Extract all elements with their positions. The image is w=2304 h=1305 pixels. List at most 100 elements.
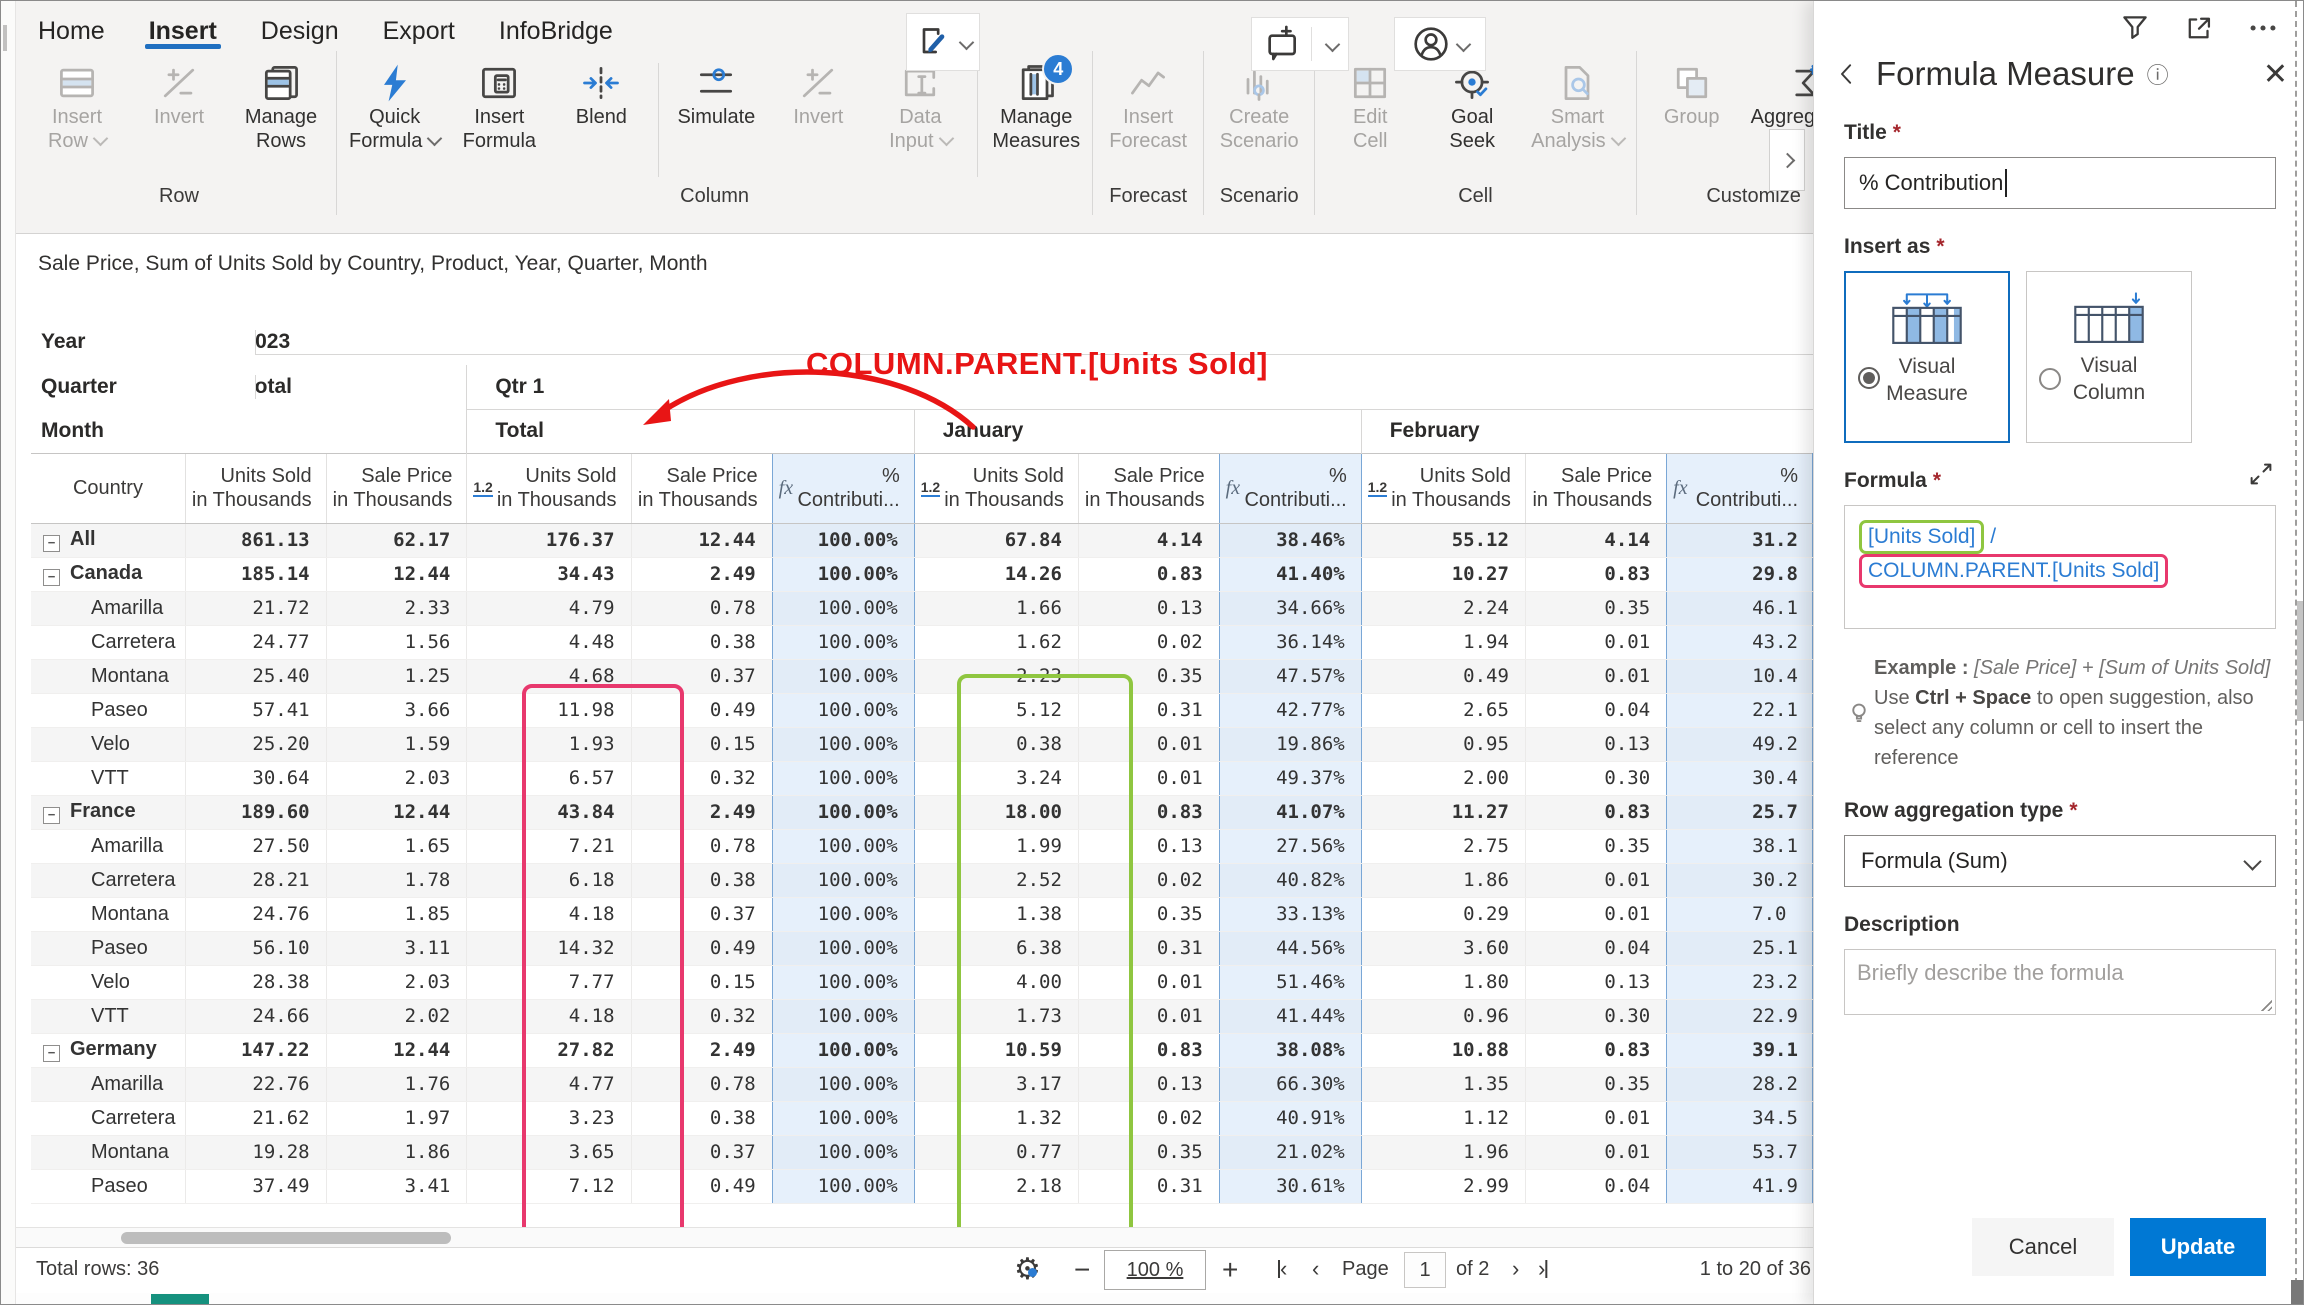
cell[interactable]: 19.28 — [184, 1135, 327, 1170]
cell[interactable]: 41.44% — [1218, 999, 1362, 1034]
cell[interactable]: 3.66 — [325, 693, 467, 728]
cell[interactable]: 0.96 — [1360, 999, 1526, 1034]
cell[interactable]: 1.86 — [1360, 863, 1526, 898]
cell[interactable]: 1.62 — [913, 625, 1079, 660]
cell[interactable]: 0.35 — [1077, 897, 1220, 932]
cell[interactable]: 3.23 — [466, 1101, 632, 1136]
cell[interactable]: 11.27 — [1360, 794, 1526, 830]
cell[interactable]: 33.13% — [1218, 897, 1362, 932]
cell[interactable]: 47.57% — [1218, 659, 1362, 694]
cell[interactable]: 28.2 — [1666, 1067, 1813, 1102]
ribbon-button-quick-formula[interactable]: Quick Formula — [341, 59, 448, 155]
cell[interactable]: 0.78 — [630, 591, 773, 626]
cell[interactable]: 2.03 — [325, 761, 467, 796]
cell[interactable]: 1.73 — [913, 999, 1079, 1034]
cell[interactable]: 2.00 — [1360, 761, 1526, 796]
info-icon[interactable]: ⓘ — [2146, 63, 2169, 88]
cell[interactable]: 100.00% — [771, 693, 915, 728]
cell[interactable]: 27.56% — [1218, 829, 1362, 864]
cell[interactable]: 0.02 — [1077, 1101, 1220, 1136]
cell[interactable]: 1.80 — [1360, 965, 1526, 1000]
cell[interactable]: 4.00 — [913, 965, 1079, 1000]
cell[interactable]: 100.00% — [771, 625, 915, 660]
cell[interactable]: 1.76 — [325, 1067, 467, 1102]
cell[interactable]: 28.38 — [184, 965, 327, 1000]
row-header[interactable]: − Canada — [31, 556, 186, 592]
title-input[interactable]: % Contribution — [1844, 157, 2276, 209]
cell[interactable]: 10.59 — [913, 1032, 1079, 1068]
cell[interactable]: 100.00% — [771, 761, 915, 796]
cell[interactable]: 0.04 — [1524, 1169, 1667, 1204]
cell[interactable]: 0.83 — [1077, 794, 1220, 830]
month-group-total[interactable]: Total — [466, 409, 915, 453]
tab-export[interactable]: Export — [382, 17, 455, 45]
cell[interactable]: 14.26 — [913, 556, 1079, 592]
cell[interactable]: 0.37 — [630, 1135, 773, 1170]
cell[interactable]: 1.94 — [1360, 625, 1526, 660]
column-header-units-sold[interactable]: 1.2 Units Sold in Thousands — [913, 452, 1079, 524]
edit-interactions-button[interactable] — [906, 13, 980, 71]
cell[interactable]: 100.00% — [771, 1101, 915, 1136]
cell[interactable]: 100.00% — [771, 727, 915, 762]
cell[interactable]: 7.0 — [1666, 897, 1813, 932]
ribbon-button-goal-seek[interactable]: Goal Seek — [1421, 59, 1523, 155]
account-button[interactable] — [1394, 17, 1486, 71]
cell[interactable]: 29.8 — [1666, 556, 1813, 592]
column-header-sale-price[interactable]: Sale Price in Thousands — [630, 452, 773, 524]
first-page-button[interactable]: ‹ — [1280, 1256, 1288, 1281]
cell[interactable]: 0.01 — [1077, 761, 1220, 796]
cell[interactable]: 30.64 — [184, 761, 327, 796]
cell[interactable]: 100.00% — [771, 1169, 915, 1204]
back-button[interactable] — [1832, 59, 1862, 89]
ribbon-button-manage-measures[interactable]: 4 Manage Measures — [984, 53, 1088, 155]
cell[interactable]: 43.84 — [466, 794, 632, 830]
cell[interactable]: 23.2 — [1666, 965, 1813, 1000]
cell[interactable]: 0.30 — [1524, 999, 1667, 1034]
row-header[interactable]: Carretera — [31, 1101, 186, 1136]
formula-token-units-sold[interactable]: [Units Sold] — [1859, 520, 1985, 554]
cell[interactable]: 7.77 — [466, 965, 632, 1000]
cell[interactable]: 24.66 — [184, 999, 327, 1034]
formula-token-column-parent[interactable]: COLUMN.PARENT.[Units Sold] — [1859, 554, 2169, 588]
cell[interactable]: 49.37% — [1218, 761, 1362, 796]
cell[interactable]: 100.00% — [771, 829, 915, 864]
tab-home[interactable]: Home — [38, 17, 105, 45]
cell[interactable]: 2.23 — [913, 659, 1079, 694]
cell[interactable]: 0.35 — [1077, 659, 1220, 694]
row-aggregation-select[interactable]: Formula (Sum) — [1844, 835, 2276, 887]
cell[interactable]: 0.35 — [1524, 1067, 1667, 1102]
cell[interactable]: 100.00% — [771, 794, 915, 830]
cell[interactable]: 147.22 — [184, 1032, 327, 1068]
cell[interactable]: 2.99 — [1360, 1169, 1526, 1204]
description-textarea[interactable]: Briefly describe the formula — [1844, 949, 2276, 1015]
cell[interactable]: 18.00 — [913, 794, 1079, 830]
cell[interactable]: 55.12 — [1360, 522, 1526, 558]
cell[interactable]: 44.56% — [1218, 931, 1362, 966]
update-button[interactable]: Update — [2130, 1218, 2266, 1276]
cell[interactable]: 27.82 — [466, 1032, 632, 1068]
cell[interactable]: 25.40 — [184, 659, 327, 694]
cell[interactable]: 0.13 — [1524, 727, 1667, 762]
cell[interactable]: 2.65 — [1360, 693, 1526, 728]
cell[interactable]: 1.78 — [325, 863, 467, 898]
cell[interactable]: 0.13 — [1524, 965, 1667, 1000]
cell[interactable]: 0.01 — [1524, 1101, 1667, 1136]
row-header[interactable]: Velo — [31, 965, 186, 1000]
cell[interactable]: 12.44 — [325, 556, 467, 592]
ribbon-button-simulate[interactable]: Simulate — [665, 59, 767, 155]
radio-selected-icon[interactable] — [1858, 367, 1880, 389]
last-page-button[interactable]: ‹ — [1538, 1256, 1546, 1281]
cell[interactable]: 1.32 — [913, 1101, 1079, 1136]
cell[interactable]: 4.18 — [466, 897, 632, 932]
cell[interactable]: 28.21 — [184, 863, 327, 898]
cell[interactable]: 1.66 — [913, 591, 1079, 626]
cell[interactable]: 100.00% — [771, 522, 915, 558]
cell[interactable]: 0.01 — [1524, 863, 1667, 898]
cell[interactable]: 0.78 — [630, 829, 773, 864]
cell[interactable]: 0.35 — [1524, 591, 1667, 626]
more-options-icon[interactable] — [2246, 11, 2280, 45]
month-group-february[interactable]: February — [1360, 409, 1813, 453]
row-header[interactable]: VTT — [31, 761, 186, 796]
cell[interactable]: 0.13 — [1077, 591, 1220, 626]
cell[interactable]: 0.83 — [1524, 1032, 1667, 1068]
